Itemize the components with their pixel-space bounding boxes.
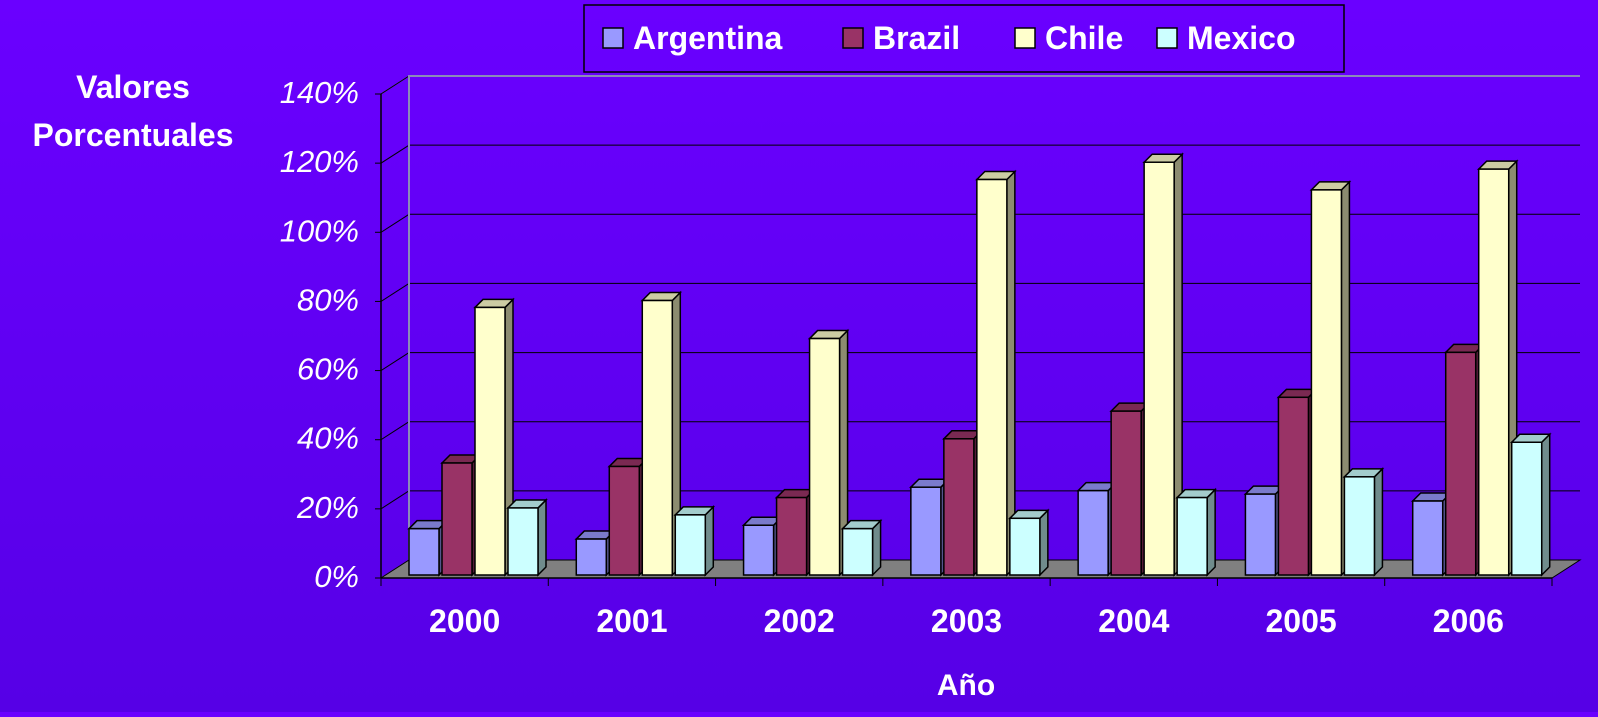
bar (1411, 500, 1444, 576)
legend-box (583, 4, 1345, 73)
bar-side (1540, 432, 1551, 577)
bar (408, 527, 440, 576)
x-tick-label: 2006 (1433, 603, 1504, 639)
x-axis-title: Año (937, 669, 995, 702)
y-tick-label: 0% (314, 559, 359, 594)
bar (775, 496, 808, 576)
x-tick-label: 2004 (1098, 603, 1169, 639)
bar-side (704, 505, 715, 577)
bar (474, 306, 506, 576)
bar (1477, 168, 1510, 576)
x-tick-label: 2002 (764, 603, 835, 639)
bar (910, 486, 942, 576)
bar (1444, 351, 1477, 576)
bar (742, 524, 775, 576)
legend-label: Mexico (1187, 20, 1295, 56)
gridline-side (380, 144, 410, 164)
bar (1143, 161, 1175, 576)
y-tick-label: 40% (297, 421, 359, 456)
bar (976, 178, 1008, 576)
x-tick-label: 2001 (596, 603, 667, 639)
legend-label: Brazil (873, 20, 960, 56)
legend-label: Chile (1045, 20, 1123, 56)
gridline-side (380, 75, 410, 95)
bar (1244, 493, 1277, 576)
bar-side (1373, 467, 1384, 577)
legend-swatch (1014, 27, 1036, 49)
bar (575, 538, 608, 576)
bar (943, 438, 975, 576)
bar-side (871, 518, 882, 577)
bar (1077, 489, 1109, 576)
bar (841, 527, 874, 576)
gridline-side (380, 283, 410, 302)
x-tick-label: 2000 (429, 603, 500, 639)
bar (1009, 517, 1041, 576)
side-wall (380, 75, 410, 579)
bar (507, 507, 539, 576)
gridline-side (380, 490, 410, 510)
legend-swatch (842, 27, 864, 49)
y-axis-title: Valores (76, 69, 190, 105)
legend-swatch (602, 27, 624, 49)
y-tick-label: 140% (280, 75, 359, 110)
x-tick-label: 2005 (1265, 603, 1336, 639)
y-tick-label: 20% (296, 490, 359, 525)
bar (608, 465, 641, 576)
bar (1277, 396, 1310, 576)
bar (1176, 496, 1208, 576)
bar (674, 514, 707, 576)
bar (641, 299, 674, 576)
bar (1343, 476, 1376, 576)
bar (441, 462, 473, 576)
legend-label: Argentina (633, 20, 783, 56)
y-axis-title: Porcentuales (33, 117, 234, 153)
y-tick-label: 60% (297, 352, 359, 387)
gridline-side (380, 421, 410, 441)
y-tick-label: 100% (280, 213, 359, 248)
bar-side (537, 498, 547, 577)
bar-side (1206, 487, 1216, 577)
bar (1110, 410, 1142, 576)
x-tick-label: 2003 (931, 603, 1002, 639)
bar-side (1039, 508, 1049, 577)
bar (808, 337, 841, 576)
gridline-side (380, 352, 410, 371)
y-tick-label: 80% (297, 282, 359, 317)
gridline-side (380, 213, 410, 233)
back-wall-edge (408, 75, 1580, 560)
bar (1310, 189, 1343, 576)
bar (1510, 441, 1543, 576)
legend-swatch (1156, 27, 1178, 49)
y-tick-label: 120% (280, 144, 359, 179)
